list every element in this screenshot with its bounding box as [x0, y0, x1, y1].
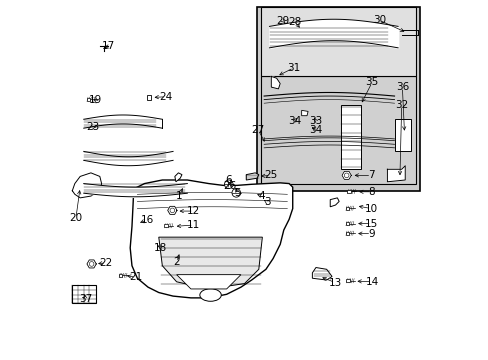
Text: 8: 8 — [367, 187, 374, 197]
Circle shape — [224, 180, 233, 189]
Bar — [86, 98, 90, 101]
Text: 31: 31 — [286, 63, 300, 73]
Text: 23: 23 — [86, 122, 99, 132]
Text: 33: 33 — [309, 116, 322, 126]
Text: 19: 19 — [88, 95, 102, 105]
Text: 10: 10 — [364, 203, 377, 213]
Text: 7: 7 — [367, 170, 374, 180]
Text: 15: 15 — [365, 219, 378, 229]
Polygon shape — [271, 76, 280, 89]
Text: 22: 22 — [99, 258, 112, 268]
Bar — [164, 224, 168, 227]
Bar — [345, 222, 348, 225]
Bar — [340, 105, 360, 169]
Text: 3: 3 — [263, 197, 270, 207]
Text: 37: 37 — [79, 294, 92, 304]
Bar — [346, 190, 350, 193]
Text: 13: 13 — [328, 278, 341, 288]
Polygon shape — [386, 166, 405, 182]
Bar — [72, 285, 95, 303]
FancyBboxPatch shape — [257, 7, 419, 191]
Polygon shape — [175, 173, 182, 182]
Text: 14: 14 — [365, 277, 378, 287]
FancyBboxPatch shape — [260, 76, 415, 184]
Text: 35: 35 — [365, 77, 378, 87]
Text: 9: 9 — [367, 229, 374, 239]
Text: 29: 29 — [276, 16, 289, 26]
Text: 25: 25 — [264, 170, 277, 180]
Text: 17: 17 — [102, 41, 115, 51]
Text: 18: 18 — [154, 243, 167, 252]
Polygon shape — [167, 206, 177, 215]
Text: 27: 27 — [251, 125, 264, 135]
Text: 26: 26 — [223, 181, 236, 191]
Bar — [345, 207, 348, 210]
Circle shape — [231, 189, 240, 197]
Text: 1: 1 — [176, 191, 183, 201]
Polygon shape — [329, 198, 339, 207]
Text: 21: 21 — [129, 272, 142, 282]
Text: 2: 2 — [173, 257, 180, 267]
FancyBboxPatch shape — [260, 7, 415, 76]
Bar — [394, 119, 410, 152]
Text: 5: 5 — [234, 188, 240, 198]
Polygon shape — [312, 267, 331, 280]
Polygon shape — [246, 173, 258, 180]
Polygon shape — [301, 111, 307, 116]
Text: 16: 16 — [141, 215, 154, 225]
Text: 30: 30 — [372, 15, 386, 25]
Text: 20: 20 — [69, 213, 82, 223]
Text: 4: 4 — [258, 191, 264, 201]
Polygon shape — [159, 237, 262, 289]
Polygon shape — [72, 173, 102, 198]
Text: 6: 6 — [224, 175, 231, 185]
Polygon shape — [130, 180, 292, 298]
Text: 34: 34 — [287, 116, 301, 126]
Polygon shape — [176, 275, 241, 289]
Bar — [146, 95, 151, 100]
Bar — [345, 232, 348, 235]
Bar — [345, 279, 349, 282]
Ellipse shape — [200, 289, 221, 301]
Text: 34: 34 — [309, 125, 322, 135]
Text: 32: 32 — [394, 100, 407, 110]
Polygon shape — [87, 260, 96, 268]
Text: 28: 28 — [287, 17, 301, 27]
Text: 24: 24 — [159, 92, 172, 102]
Text: 36: 36 — [395, 82, 408, 92]
Text: 11: 11 — [187, 220, 200, 230]
Polygon shape — [341, 171, 350, 179]
Text: 12: 12 — [187, 206, 200, 216]
Bar — [119, 274, 122, 277]
